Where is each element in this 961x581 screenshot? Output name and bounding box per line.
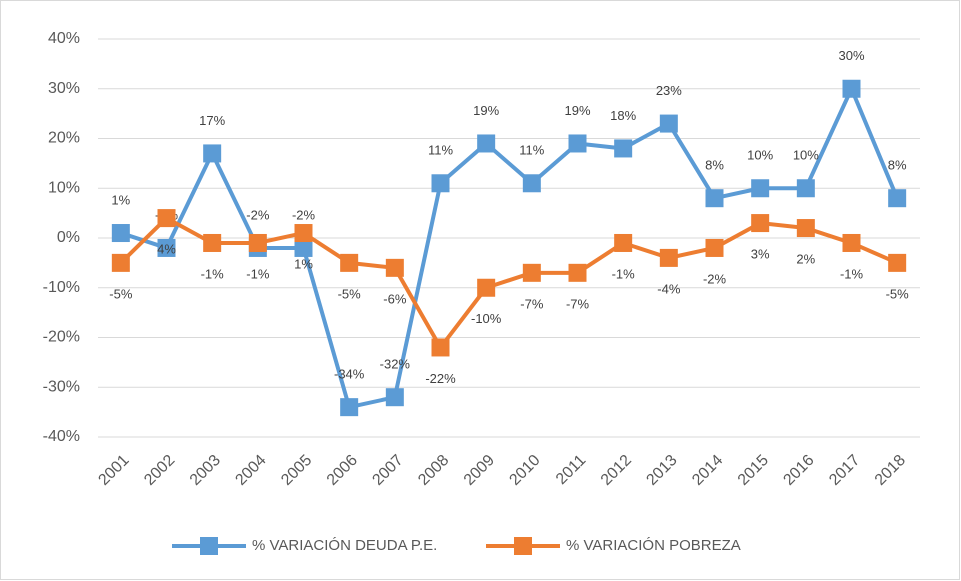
data-label: -1% [612,266,636,281]
y-tick-label: -10% [43,279,80,296]
marker [203,144,222,163]
data-label: -1% [201,266,225,281]
marker [522,174,541,193]
marker [888,189,907,208]
data-label: -2% [703,271,727,286]
marker [751,179,770,198]
data-label: -10% [471,311,502,326]
marker [705,238,724,257]
data-label: 30% [838,48,864,63]
data-label: -7% [520,296,544,311]
marker [842,79,861,98]
marker [614,233,633,252]
marker [431,338,450,357]
marker [385,388,404,407]
data-label: 10% [793,148,819,163]
data-label: -4% [657,281,681,296]
data-label: -5% [338,286,362,301]
y-tick-label: 0% [57,229,80,246]
marker [522,263,541,282]
data-label: 2% [796,251,815,266]
y-tick-label: 10% [48,179,80,196]
data-label: 1% [111,192,130,207]
marker [157,238,176,257]
marker [842,233,861,252]
marker [111,253,130,272]
data-label: 17% [199,113,225,128]
marker [340,253,359,272]
data-label: -32% [380,357,411,372]
marker [614,139,633,158]
data-label: 11% [428,143,453,158]
data-label: 4% [157,242,176,257]
data-label: 10% [747,148,773,163]
data-label: -5% [886,286,910,301]
marker [385,258,404,277]
legend-label: % VARIACIÓN POBREZA [566,537,741,554]
data-label: 8% [705,158,724,173]
marker [477,278,496,297]
marker [796,179,815,198]
y-tick-label: -40% [43,428,80,445]
marker [157,209,176,228]
marker [203,233,222,252]
data-label: -2% [246,207,270,222]
legend-label: % VARIACIÓN DEUDA P.E. [252,537,437,554]
marker [568,134,587,153]
y-tick-label: 40% [48,30,80,47]
legend-marker [200,537,218,555]
marker [294,224,313,243]
data-label: 18% [610,108,636,123]
marker [294,238,313,257]
data-label: -7% [566,296,590,311]
marker [248,233,267,252]
marker [659,248,678,267]
data-label: -1% [840,266,864,281]
data-label: 3% [751,247,770,262]
y-tick-label: 20% [48,130,80,147]
data-label: -6% [383,291,407,306]
data-label: 23% [656,83,682,98]
data-label: 19% [564,103,590,118]
marker [888,253,907,272]
data-label: 8% [888,158,907,173]
data-label: 1% [294,256,313,271]
legend-marker [514,537,532,555]
marker [705,189,724,208]
data-label: -1% [246,266,270,281]
marker [340,398,359,417]
data-label: -22% [425,371,456,386]
marker [477,134,496,153]
marker [659,114,678,133]
data-label: 11% [519,143,544,158]
data-label: -5% [109,286,133,301]
data-label: -34% [334,367,365,382]
marker [796,219,815,238]
marker [431,174,450,193]
marker [751,214,770,233]
marker [111,224,130,243]
data-label: 19% [473,103,499,118]
y-tick-label: -30% [43,378,80,395]
y-tick-label: 30% [48,80,80,97]
marker [568,263,587,282]
y-tick-label: -20% [43,329,80,346]
data-label: -2% [292,207,316,222]
